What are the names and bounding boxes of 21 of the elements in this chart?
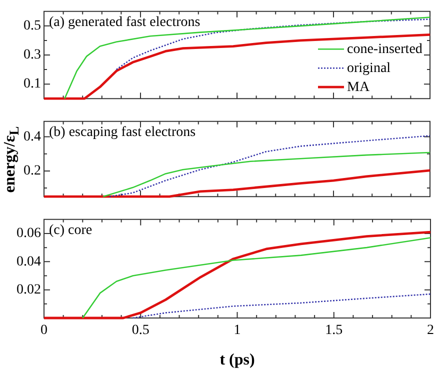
x-axis-title: t (ps) bbox=[220, 352, 255, 369]
y-tick-label: 0.2 bbox=[24, 164, 41, 179]
x-tick-label: 0 bbox=[40, 323, 48, 338]
x-tick-label: 2 bbox=[427, 323, 434, 338]
chart-title: (c) core bbox=[49, 223, 92, 238]
y-tick-label: 0.04 bbox=[16, 254, 41, 270]
y-tick-label: 0.06 bbox=[16, 226, 41, 242]
y-tick-label: 0.4 bbox=[24, 129, 41, 144]
chart-title: (a) generated fast electrons bbox=[49, 15, 200, 30]
legend-label: cone-inserted bbox=[347, 42, 422, 57]
y-tick-label: 0.02 bbox=[16, 282, 41, 298]
legend-label: original bbox=[347, 60, 391, 76]
x-tick-label: 0.5 bbox=[132, 323, 150, 338]
chart-title: (b) escaping fast electrons bbox=[49, 125, 196, 140]
line-series bbox=[132, 293, 432, 319]
x-tick-label: 1.5 bbox=[325, 323, 343, 338]
x-tick-label: 1 bbox=[234, 323, 241, 338]
y-tick-label: 0.1 bbox=[24, 76, 41, 92]
y-tick-label: 0.5 bbox=[24, 18, 41, 34]
y-tick-label: 0.3 bbox=[24, 48, 41, 63]
legend-label: MA bbox=[347, 80, 370, 95]
